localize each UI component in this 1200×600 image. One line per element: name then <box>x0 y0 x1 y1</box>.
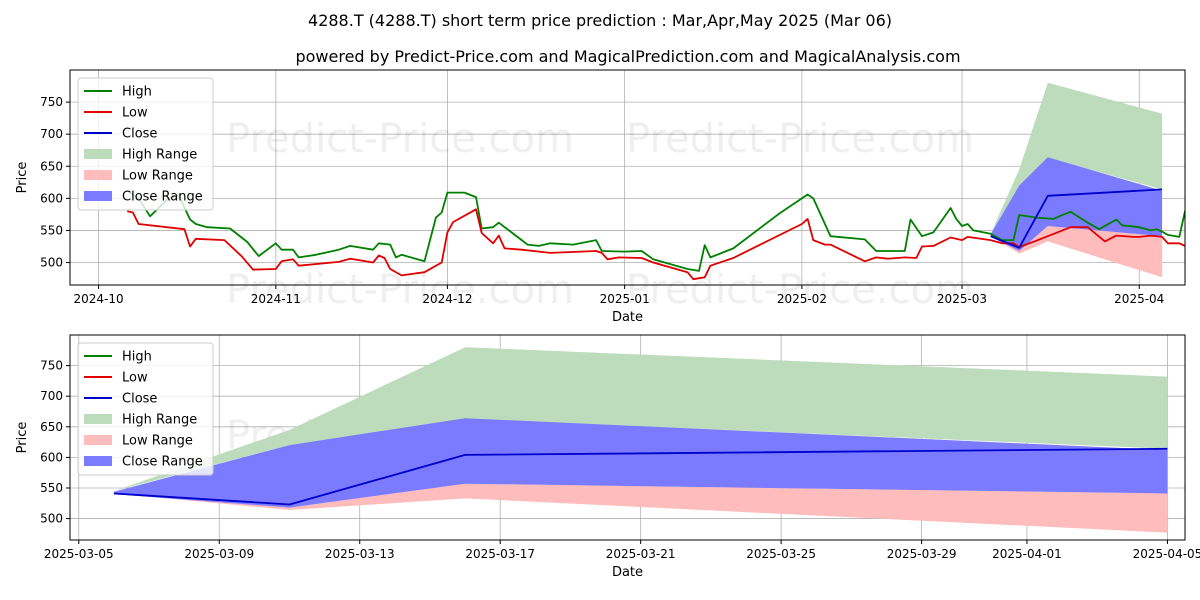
y-axis-label: Price <box>15 162 30 194</box>
y-tick-label: 750 <box>40 95 63 109</box>
y-tick-label: 550 <box>40 481 63 495</box>
series-line-close <box>113 447 1168 506</box>
x-tick-label: 2025-01 <box>600 292 650 306</box>
y-tick-label: 650 <box>40 420 63 434</box>
x-tick-label: 2025-03-09 <box>184 547 254 561</box>
legend-label: Close <box>122 127 157 142</box>
range-band-high-range <box>113 347 1168 491</box>
series-line-high <box>126 189 1185 272</box>
watermark-text: Predict-Price.com <box>226 267 574 313</box>
legend-label: High Range <box>122 413 197 428</box>
x-tick-label: 2025-04-01 <box>992 547 1062 561</box>
plot-frame <box>69 334 1186 541</box>
legend-swatch <box>84 170 112 180</box>
chart-subtitle: powered by Predict-Price.com and Magical… <box>295 47 960 66</box>
y-tick-label: 650 <box>40 159 63 173</box>
legend: High Low Close High Range Low Range Close Ran… <box>77 342 214 476</box>
plot-area <box>70 70 1185 285</box>
legend-label: Close Range <box>122 455 203 470</box>
x-tick-label: 2025-02 <box>777 292 827 306</box>
y-tick-label: 550 <box>40 223 63 237</box>
x-tick-label: 2025-03-21 <box>606 547 676 561</box>
legend-swatch <box>84 191 112 201</box>
range-band-low-range <box>113 483 1168 533</box>
legend-swatch <box>84 435 112 445</box>
plot-content <box>126 82 1185 281</box>
series-line-low <box>126 208 1185 281</box>
x-tick-label: 2025-03-17 <box>465 547 535 561</box>
x-tick-label: 2024-10 <box>74 292 124 306</box>
legend-swatch <box>84 414 112 424</box>
range-band-high-range <box>990 82 1163 234</box>
legend-label: High <box>122 85 152 100</box>
x-axis-label: Date <box>612 310 643 325</box>
y-axis-label: Price <box>15 422 30 454</box>
legend-label: Close Range <box>122 190 203 205</box>
y-tick-label: 600 <box>40 450 63 464</box>
legend: High Low Close High Range Low Range Close Ran… <box>77 77 214 211</box>
y-tick-label: 500 <box>40 256 63 270</box>
top-plot: 2024-10 2024-11 2024-12 2025-01 2025-02 2025-… <box>15 69 1186 325</box>
x-tick-label: 2024-11 <box>251 292 301 306</box>
x-tick-label: 2025-03-25 <box>746 547 816 561</box>
x-tick-label: 2025-03-05 <box>44 547 114 561</box>
x-tick-label: 2025-03 <box>937 292 987 306</box>
plot-frame <box>69 69 1186 286</box>
range-band-close-range <box>990 157 1163 251</box>
legend-label: Close <box>122 392 157 407</box>
chart-title: 4288.T (4288.T) short term price predict… <box>308 11 892 30</box>
watermark-text: Predict-Price.com <box>626 116 974 162</box>
y-tick-label: 500 <box>40 512 63 526</box>
legend-label: Low Range <box>122 434 193 449</box>
watermark-text: Predict-Price.com <box>626 267 974 313</box>
watermark-text: Predict-Price.com <box>226 116 574 162</box>
legend-swatch <box>84 456 112 466</box>
range-band-low-range <box>990 226 1163 278</box>
y-tick-label: 700 <box>40 389 63 403</box>
legend-label: High <box>122 350 152 365</box>
range-band-close-range <box>113 418 1168 508</box>
legend-label: Low <box>122 371 148 386</box>
legend-label: Low <box>122 106 148 121</box>
legend-swatch <box>84 149 112 159</box>
y-tick-label: 700 <box>40 127 63 141</box>
y-tick-label: 600 <box>40 191 63 205</box>
y-tick-label: 750 <box>40 359 63 373</box>
x-tick-label: 2025-04 <box>1114 292 1164 306</box>
x-tick-label: 2025-03-29 <box>887 547 957 561</box>
x-tick-label: 2025-03-13 <box>325 547 395 561</box>
legend-label: Low Range <box>122 169 193 184</box>
series-line-close <box>990 188 1163 249</box>
legend-label: High Range <box>122 148 197 163</box>
x-axis-label: Date <box>612 565 643 580</box>
x-tick-label: 2025-04-05 <box>1133 547 1200 561</box>
x-tick-label: 2024-12 <box>422 292 472 306</box>
